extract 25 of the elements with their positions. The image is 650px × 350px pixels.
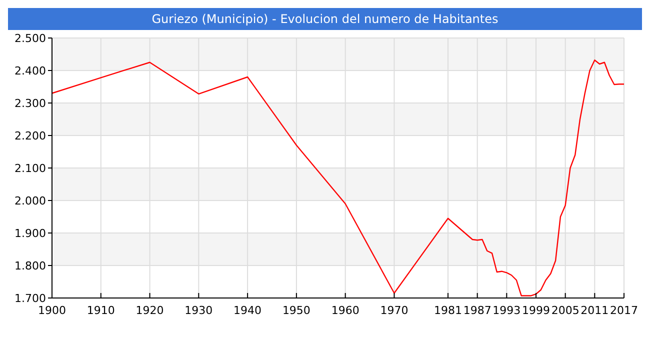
y-tick-label: 1.800 bbox=[14, 260, 46, 272]
y-tick-label: 2.200 bbox=[14, 130, 46, 142]
x-tick-label: 1999 bbox=[522, 304, 550, 317]
y-tick-label: 1.900 bbox=[14, 227, 46, 240]
x-tick-label: 1993 bbox=[492, 304, 521, 317]
x-tick-label: 1900 bbox=[38, 304, 66, 317]
y-tick-label: 2.300 bbox=[14, 97, 46, 110]
x-tick-label: 2017 bbox=[610, 304, 638, 317]
y-tick-label: 2.000 bbox=[14, 194, 46, 208]
y-tick-label: 2.500 bbox=[14, 32, 46, 45]
x-tick-label: 1987 bbox=[463, 304, 492, 317]
x-tick-label: 1920 bbox=[136, 304, 164, 317]
x-tick-label: 1960 bbox=[331, 304, 360, 317]
x-tick-label: 1970 bbox=[380, 304, 408, 317]
x-tick-label: 2011 bbox=[580, 304, 609, 317]
x-tick-label: 1950 bbox=[282, 304, 310, 317]
x-tick-label: 2005 bbox=[551, 304, 580, 317]
y-tick-label: 2.400 bbox=[14, 64, 46, 78]
x-tick-label: 1930 bbox=[184, 304, 213, 317]
x-tick-label: 1940 bbox=[234, 304, 262, 317]
y-tick-label: 1.700 bbox=[14, 292, 46, 305]
x-tick-label: 1910 bbox=[86, 304, 115, 317]
chart-title: Guriezo (Municipio) - Evolucion del numero de Habitantes bbox=[152, 12, 498, 26]
x-tick-label: 1981 bbox=[434, 304, 462, 317]
y-tick-label: 2.100 bbox=[14, 162, 46, 175]
